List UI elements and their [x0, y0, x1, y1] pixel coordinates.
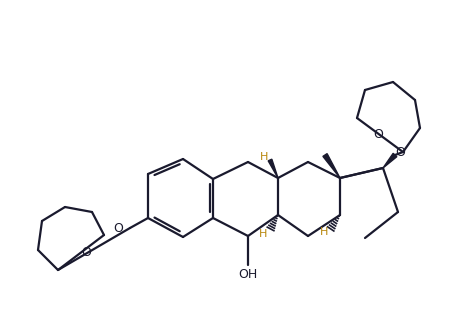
Text: OH: OH: [239, 269, 258, 281]
Text: H: H: [260, 152, 268, 162]
Polygon shape: [268, 159, 278, 178]
Text: H: H: [320, 227, 328, 237]
Text: O: O: [395, 146, 405, 158]
Text: O: O: [113, 222, 123, 234]
Text: O: O: [81, 246, 91, 259]
Polygon shape: [383, 153, 397, 168]
Text: O: O: [373, 129, 383, 141]
Text: H: H: [259, 229, 267, 239]
Polygon shape: [323, 154, 340, 178]
